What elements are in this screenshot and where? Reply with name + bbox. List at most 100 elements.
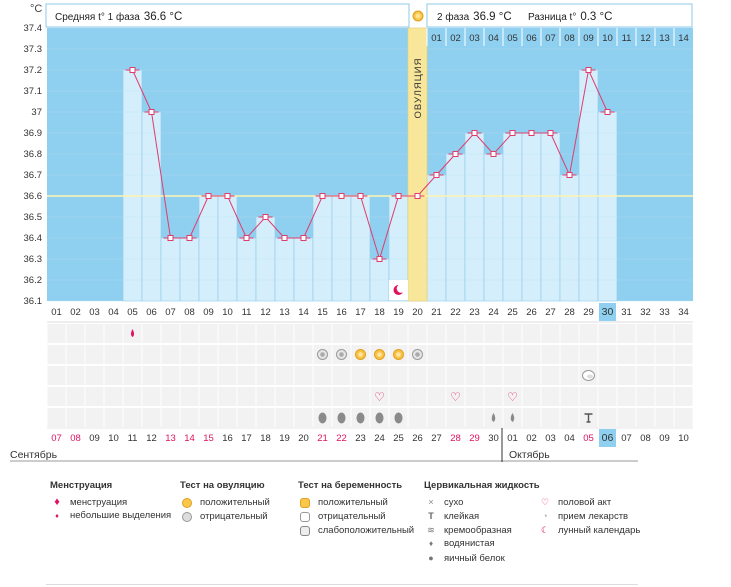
- cycle-day-label: 12: [260, 307, 271, 318]
- eggwhite-icon: [356, 412, 365, 424]
- date-label: 12: [146, 433, 157, 444]
- month-label-october: Октябрь: [509, 449, 550, 461]
- cycle-day-label: 11: [242, 307, 252, 318]
- legend-pregtest-positive: положительный: [298, 495, 414, 509]
- date-label: 11: [128, 433, 138, 444]
- temp-bar: [141, 111, 162, 302]
- temp-point: [186, 235, 193, 241]
- legend-fluid-watery: ♦ водянистая: [424, 537, 540, 551]
- temp-point: [357, 193, 364, 199]
- menstruation-icon: [131, 329, 134, 337]
- post-ovulation-day-label: 06: [526, 33, 537, 44]
- y-tick-label: 36.1: [24, 296, 43, 307]
- legend-spotting-item: ♦ небольшие выделения: [50, 509, 171, 523]
- date-label: 26: [412, 433, 423, 444]
- legend-fluid-eggwhite: ● яичный белок: [424, 551, 540, 565]
- cycle-day-label: 18: [374, 307, 385, 318]
- post-ovulation-day-label: 10: [602, 33, 613, 44]
- temp-bar: [122, 69, 143, 302]
- date-label: 21: [317, 433, 328, 444]
- y-tick-label: 36.3: [24, 254, 43, 265]
- creamy-icon: ≋: [427, 525, 435, 535]
- legend-pregnancy-title: Тест на беременность: [298, 480, 403, 491]
- temp-point: [452, 151, 459, 157]
- post-ovulation-day-label: 04: [488, 33, 499, 44]
- temp-point: [528, 130, 535, 136]
- moon-icon: ☾: [540, 525, 550, 535]
- heart-icon: ♡: [450, 390, 461, 404]
- date-label: 07: [51, 433, 62, 444]
- pregtest-positive-icon: [300, 497, 310, 508]
- phase2-label: 2 фаза 36.9 °C: [437, 11, 512, 23]
- ovtest-negative-icon: [182, 511, 192, 522]
- today-highlight: [599, 429, 616, 447]
- date-label: 06: [602, 432, 614, 444]
- diff-label: Разница t° 0.3 °C: [528, 11, 612, 23]
- temp-point: [224, 193, 231, 199]
- date-label: 09: [89, 433, 100, 444]
- y-tick-label: 36.5: [24, 212, 43, 223]
- date-label: 23: [355, 433, 366, 444]
- cycle-day-label: 07: [165, 307, 176, 318]
- date-label: 05: [583, 433, 594, 444]
- ovulation-test-negative-center: [320, 352, 325, 357]
- date-label: 16: [222, 433, 233, 444]
- y-tick-label: 36.6: [24, 191, 43, 202]
- cycle-day-label: 10: [222, 307, 233, 318]
- date-label: 25: [393, 433, 404, 444]
- temp-point: [243, 235, 250, 241]
- cycle-day-label: 32: [640, 307, 651, 318]
- temp-bar: [331, 195, 352, 302]
- cycle-day-label: 13: [279, 307, 290, 318]
- watery-icon: [510, 413, 515, 422]
- temp-point: [395, 193, 402, 199]
- temp-bar: [274, 237, 295, 302]
- post-ovulation-day-label: 02: [450, 33, 461, 44]
- temp-point: [490, 151, 497, 157]
- date-label: 10: [108, 433, 119, 444]
- post-ovulation-day-label: 08: [564, 33, 575, 44]
- temp-point: [338, 193, 345, 199]
- temp-point: [433, 172, 440, 178]
- temp-point: [585, 67, 592, 73]
- cycle-day-label: 04: [108, 307, 119, 318]
- cycle-day-label: 23: [469, 307, 480, 318]
- date-label: 09: [659, 433, 670, 444]
- cycle-day-label: 09: [203, 307, 214, 318]
- temp-bar: [179, 237, 200, 302]
- cycle-day-label: 29: [583, 307, 594, 318]
- watery-icon: ♦: [428, 539, 434, 548]
- legend-ovtest-negative: отрицательный: [180, 509, 270, 523]
- heart-icon: ♡: [507, 390, 518, 404]
- ovulation-test-negative-center: [339, 352, 344, 357]
- legend-fluid-dry: × сухо: [424, 495, 540, 509]
- post-ovulation-day-label: 07: [545, 33, 556, 44]
- cycle-day-label: 08: [184, 307, 195, 318]
- date-label: 04: [564, 433, 575, 444]
- date-label: 07: [621, 433, 632, 444]
- drop-small-icon: ♦: [55, 513, 59, 520]
- legend-pregtest-weak: слабоположительный: [298, 523, 414, 537]
- phase1-label: Средняя t° 1 фаза 36.6 °C: [55, 11, 182, 23]
- y-tick-label: 36.8: [24, 149, 43, 160]
- date-label: 20: [298, 433, 309, 444]
- heart-icon: ♡: [374, 390, 385, 404]
- temp-point: [148, 109, 155, 115]
- temperature-chart: °C Средняя t° 1 фаза 36.6 °C 2 фаза 36.9 °…: [10, 3, 694, 462]
- cycle-day-label: 05: [127, 307, 138, 318]
- temp-point: [414, 193, 421, 199]
- date-label: 27: [431, 433, 442, 444]
- cycle-day-label: 34: [678, 307, 689, 318]
- date-label: 15: [203, 433, 214, 444]
- ovulation-test-negative-center: [415, 352, 420, 357]
- cycle-day-label: 30: [602, 306, 614, 318]
- heart-icon: ♡: [540, 497, 550, 507]
- cycle-day-label: 21: [431, 307, 442, 318]
- legend-pregtest-negative: отрицательный: [298, 509, 414, 523]
- temp-point: [281, 235, 288, 241]
- ovulation-column: [407, 27, 428, 302]
- phase1-box: [45, 3, 410, 28]
